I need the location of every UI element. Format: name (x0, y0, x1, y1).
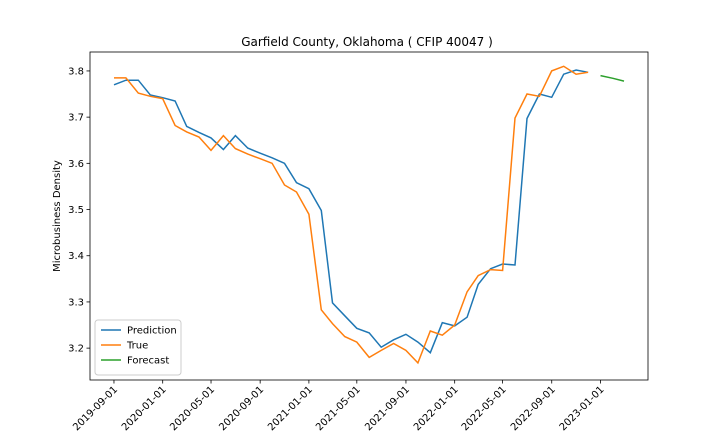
y-tick-label: 3.8 (68, 66, 84, 77)
series-line (113, 69, 589, 354)
series-line (114, 65, 589, 365)
legend-label: Forecast (127, 356, 169, 367)
chart-title: Garfield County, Oklahoma ( CFIP 40047 ) (241, 35, 493, 49)
y-tick-label: 3.7 (68, 113, 84, 124)
y-tick-label: 3.3 (68, 297, 84, 308)
series-line (600, 74, 625, 82)
plot-frame (89, 51, 649, 381)
legend-label: True (126, 341, 148, 352)
y-tick-label: 3.4 (68, 251, 84, 262)
y-tick-label: 3.6 (68, 159, 84, 170)
legend-box (94, 319, 182, 376)
y-tick-label: 3.5 (68, 205, 84, 216)
y-tick-label: 3.2 (68, 344, 84, 355)
y-axis-label: Microbusiness Density (52, 160, 63, 272)
legend-label: Prediction (127, 326, 177, 337)
